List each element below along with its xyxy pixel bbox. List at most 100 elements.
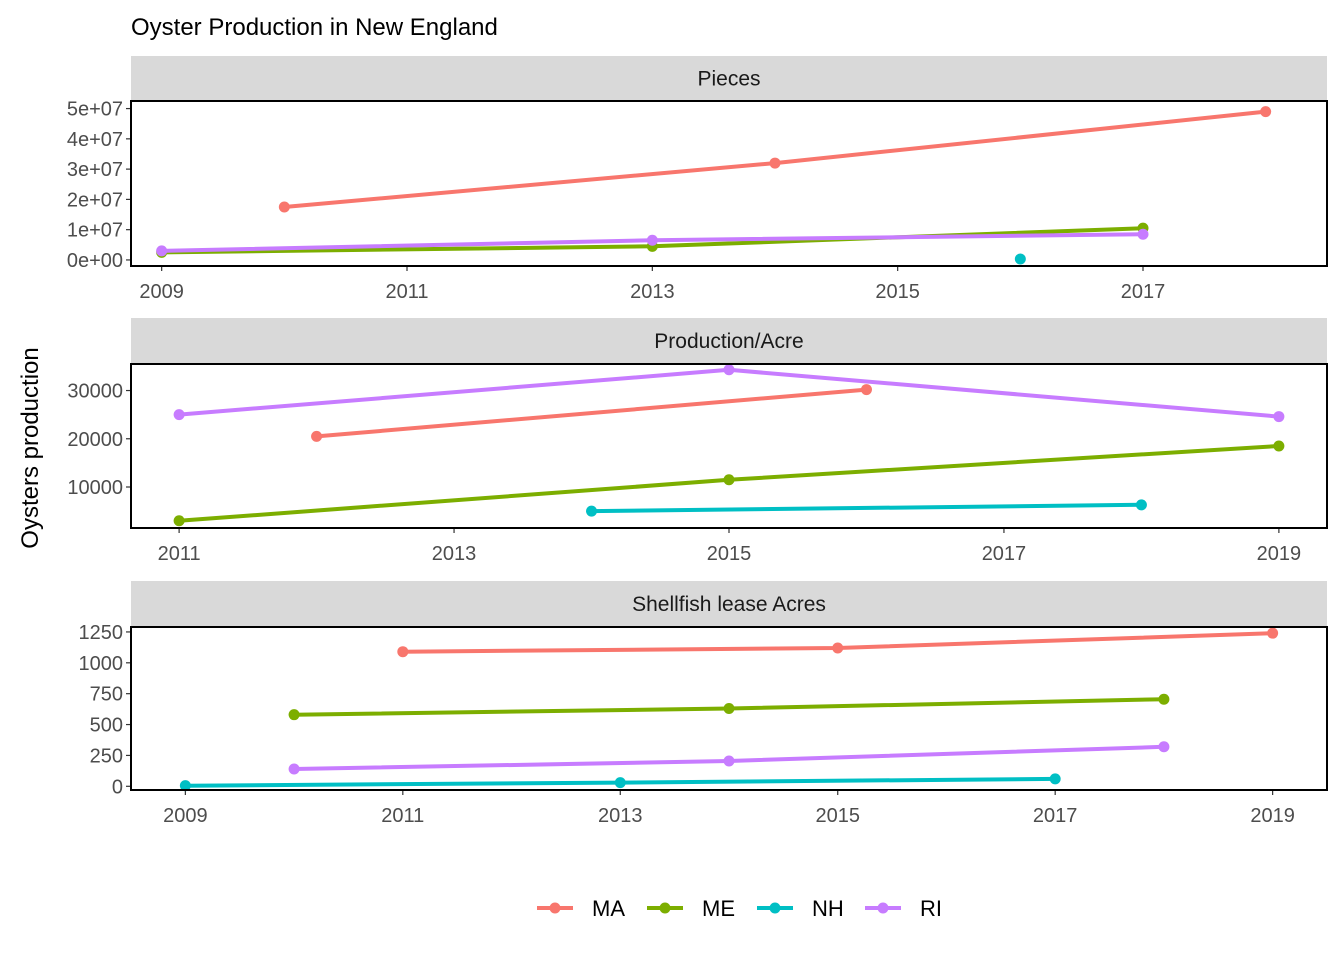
- legend: MA ME NH RI: [537, 896, 942, 921]
- y-tick-label: 1000: [79, 653, 124, 675]
- x-tick-label: 2013: [630, 281, 675, 303]
- series-NH: [1014, 253, 1026, 265]
- x-tick-label: 2017: [1033, 805, 1078, 827]
- legend-entry-MA: MA: [537, 896, 625, 921]
- series-RI: [156, 228, 1149, 257]
- legend-label: NH: [812, 896, 844, 921]
- x-tick-label: 2019: [1257, 543, 1302, 565]
- y-tick-label: 30000: [67, 381, 123, 403]
- data-point-MA: [311, 430, 323, 442]
- x-tick-label: 2013: [432, 543, 477, 565]
- legend-entry-RI: RI: [865, 896, 942, 921]
- series-ME: [288, 693, 1170, 721]
- panel-border: [130, 100, 1328, 267]
- panel-border: [130, 626, 1328, 791]
- series-NH: [586, 499, 1147, 517]
- legend-key-point: [659, 902, 671, 914]
- data-point-RI: [1158, 741, 1170, 753]
- chart-title: Oyster Production in New England: [131, 14, 498, 41]
- series-MA: [278, 106, 1272, 213]
- y-tick-label: 2e+07: [67, 189, 123, 211]
- x-tick-label: 2019: [1250, 805, 1295, 827]
- series-MA: [397, 627, 1279, 658]
- panel-1: Pieces 0e+00 1e+07 2e+07 3e+07 4e+07 5e+07 2009…: [67, 56, 1328, 303]
- x-tick-label: 2009: [163, 805, 208, 827]
- legend-label: ME: [702, 896, 735, 921]
- series-RI: [288, 741, 1170, 775]
- data-point-MA: [397, 646, 409, 658]
- series-ME: [173, 440, 1285, 527]
- data-point-NH: [586, 505, 598, 517]
- y-tick-label: 3e+07: [67, 159, 123, 181]
- data-point-ME: [723, 474, 735, 486]
- strip-background: [131, 318, 1327, 364]
- data-point-ME: [723, 703, 735, 714]
- series-line-NH: [591, 502, 1142, 514]
- y-tick-label: 10000: [67, 477, 123, 499]
- legend-label: RI: [920, 896, 942, 921]
- data-point-MA: [1260, 106, 1272, 118]
- x-tick-label: 2015: [875, 281, 920, 303]
- y-tick-label: 0: [112, 776, 123, 798]
- legend-entry-ME: ME: [647, 896, 735, 921]
- x-tick-label: 2011: [158, 543, 201, 565]
- series-line-MA: [316, 387, 867, 439]
- data-point-RI: [1273, 411, 1285, 423]
- data-point-RI: [646, 234, 658, 246]
- data-point-RI: [156, 245, 168, 257]
- x-tick-label: 2015: [815, 805, 860, 827]
- y-tick-label: 250: [90, 745, 123, 767]
- strip-label: Production/Acre: [654, 330, 803, 353]
- data-point-NH: [1049, 773, 1061, 785]
- data-point-NH: [614, 777, 626, 789]
- y-tick-label: 0e+00: [67, 250, 123, 272]
- x-tick-label: 2011: [381, 805, 424, 827]
- series-MA: [311, 384, 872, 442]
- x-tick-label: 2009: [139, 281, 184, 303]
- series-RI: [173, 364, 1285, 423]
- data-point-ME: [1158, 693, 1170, 705]
- y-tick-label: 750: [90, 684, 123, 706]
- data-point-RI: [288, 763, 300, 775]
- panel-background: [131, 364, 1327, 528]
- x-tick-label: 2017: [1121, 281, 1166, 303]
- strip-background: [131, 581, 1327, 627]
- data-point-ME: [1273, 440, 1285, 452]
- data-point-MA: [860, 384, 872, 396]
- x-tick-label: 2013: [598, 805, 643, 827]
- y-tick-label: 1250: [79, 622, 124, 644]
- x-tick-label: 2011: [385, 281, 428, 303]
- legend-key-point: [549, 902, 561, 914]
- data-point-RI: [723, 755, 735, 767]
- x-tick-label: 2015: [707, 543, 752, 565]
- data-point-ME: [173, 515, 185, 527]
- strip-label: Pieces: [697, 68, 760, 91]
- legend-entry-NH: NH: [757, 896, 844, 921]
- data-point-MA: [1267, 627, 1279, 639]
- data-point-MA: [832, 642, 844, 654]
- panel-3: Shellfish lease Acres 0 250 500 750 1000 1250 2…: [79, 581, 1328, 827]
- y-axis-label: Oysters production: [17, 347, 44, 548]
- data-point-NH: [179, 780, 191, 792]
- data-point-ME: [288, 709, 300, 721]
- data-point-RI: [173, 409, 185, 421]
- data-point-MA: [278, 201, 290, 213]
- data-point-NH: [1014, 253, 1026, 265]
- strip-label: Shellfish lease Acres: [632, 593, 826, 616]
- y-tick-label: 20000: [67, 429, 123, 451]
- legend-key-point: [769, 902, 781, 914]
- data-point-NH: [1135, 499, 1147, 511]
- legend-key-point: [877, 902, 889, 914]
- legend-label: MA: [592, 896, 625, 921]
- facet-panels: Pieces 0e+00 1e+07 2e+07 3e+07 4e+07 5e+07 2009…: [67, 56, 1328, 827]
- y-tick-label: 5e+07: [67, 99, 123, 121]
- y-tick-label: 500: [90, 715, 123, 737]
- series-NH: [179, 773, 1061, 792]
- y-tick-label: 1e+07: [67, 220, 123, 242]
- data-point-RI: [723, 364, 735, 376]
- data-point-RI: [1137, 228, 1149, 240]
- y-tick-label: 4e+07: [67, 129, 123, 151]
- data-point-MA: [769, 157, 781, 169]
- strip-background: [131, 56, 1327, 101]
